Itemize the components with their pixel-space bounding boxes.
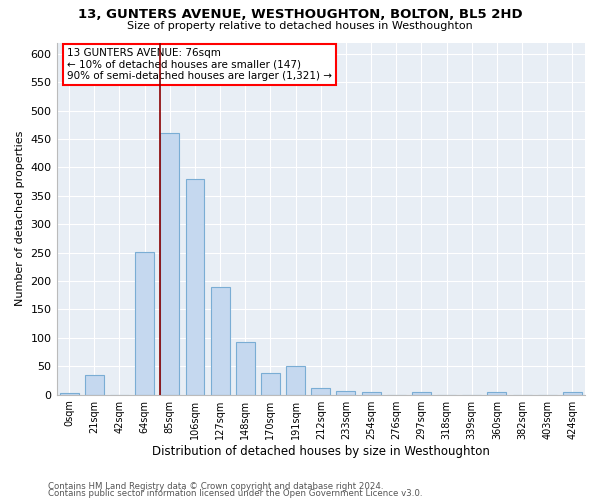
Text: 13 GUNTERS AVENUE: 76sqm
← 10% of detached houses are smaller (147)
90% of semi-: 13 GUNTERS AVENUE: 76sqm ← 10% of detach…	[67, 48, 332, 81]
Y-axis label: Number of detached properties: Number of detached properties	[15, 131, 25, 306]
Bar	[487, 392, 506, 394]
Bar	[85, 375, 104, 394]
Bar	[311, 388, 330, 394]
Bar	[286, 366, 305, 394]
Bar	[236, 342, 255, 394]
Bar	[211, 287, 230, 395]
Bar	[185, 179, 205, 394]
Bar	[412, 392, 431, 394]
Bar	[59, 393, 79, 394]
Bar	[135, 252, 154, 394]
Text: Contains HM Land Registry data © Crown copyright and database right 2024.: Contains HM Land Registry data © Crown c…	[48, 482, 383, 491]
X-axis label: Distribution of detached houses by size in Westhoughton: Distribution of detached houses by size …	[152, 444, 490, 458]
Bar	[337, 390, 355, 394]
Bar	[362, 392, 380, 394]
Text: Size of property relative to detached houses in Westhoughton: Size of property relative to detached ho…	[127, 21, 473, 31]
Text: Contains public sector information licensed under the Open Government Licence v3: Contains public sector information licen…	[48, 489, 422, 498]
Bar	[160, 134, 179, 394]
Bar	[563, 392, 582, 394]
Text: 13, GUNTERS AVENUE, WESTHOUGHTON, BOLTON, BL5 2HD: 13, GUNTERS AVENUE, WESTHOUGHTON, BOLTON…	[77, 8, 523, 20]
Bar	[261, 373, 280, 394]
